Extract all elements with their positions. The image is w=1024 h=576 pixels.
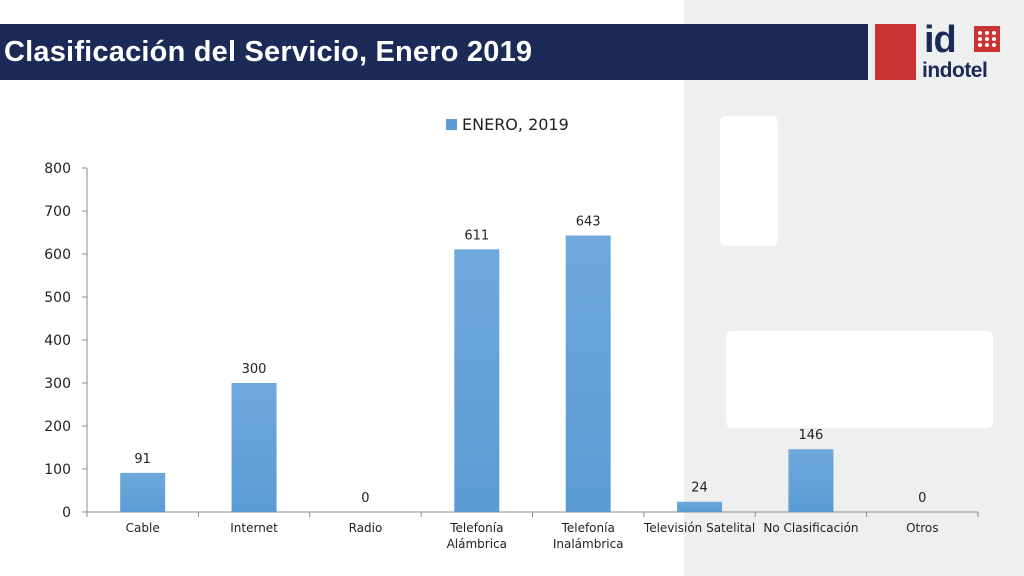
data-label: 611 [464,228,489,243]
y-tick-label: 0 [62,505,71,521]
data-label: 91 [134,452,151,467]
bar [231,383,277,512]
bar [565,235,611,512]
data-label: 0 [361,491,369,506]
x-tick-label: Radio [349,521,383,535]
logo-wordmark: indotel [922,59,988,82]
legend-swatch [446,119,457,130]
logo-grid-icon [974,26,1000,52]
x-tick-label: Internet [230,521,278,535]
side-card [720,116,778,246]
y-tick-label: 600 [44,247,71,263]
y-tick-label: 300 [44,376,71,392]
data-label: 24 [691,481,708,496]
legend-label: ENERO, 2019 [462,115,569,134]
logo-mark: id [924,19,957,61]
bar [454,249,500,512]
side-card [726,331,993,428]
y-tick-label: 800 [44,161,71,177]
x-tick-label: No Clasificación [763,521,858,535]
x-tick-label: Cable [126,521,160,535]
data-label: 300 [242,362,267,377]
bar [677,501,723,512]
y-tick-label: 100 [44,462,71,478]
y-tick-label: 200 [44,419,71,435]
x-tick-label: Telefonía Inalámbrica [553,521,624,551]
bar [788,449,834,512]
data-label: 146 [799,428,824,443]
chart-legend: ENERO, 2019 [446,115,569,134]
indotel-logo: id indotel [922,20,1004,84]
side-panel [684,0,1024,576]
brand-block [875,24,916,80]
y-tick-label: 700 [44,204,71,220]
page-title: Clasificación del Servicio, Enero 2019 [4,35,533,68]
y-tick-label: 400 [44,333,71,349]
data-label: 0 [918,491,926,506]
data-label: 643 [576,215,601,230]
x-tick-label: Televisión Satelital [643,521,755,535]
y-tick-label: 500 [44,290,71,306]
x-tick-label: Otros [906,521,938,535]
bar [120,472,166,512]
x-tick-label: Telefonía Alámbrica [447,521,507,551]
title-bar: Clasificación del Servicio, Enero 2019 [0,24,868,80]
